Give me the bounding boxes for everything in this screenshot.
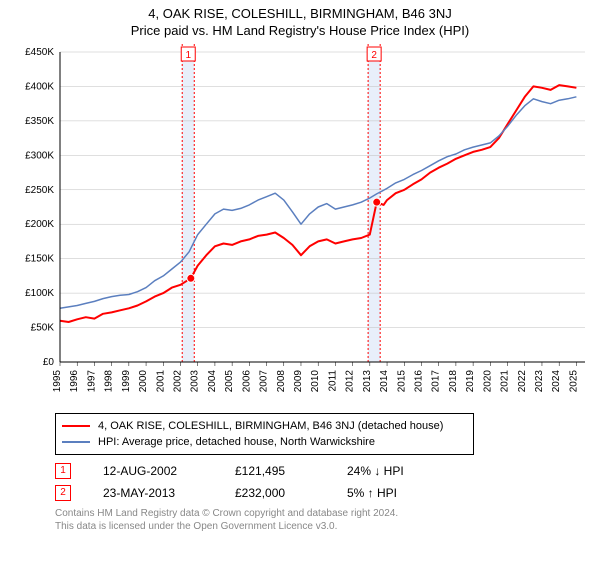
legend-item-property: 4, OAK RISE, COLESHILL, BIRMINGHAM, B46 …	[62, 418, 467, 434]
svg-text:2001: 2001	[155, 370, 166, 393]
svg-text:2018: 2018	[448, 370, 459, 393]
svg-text:2014: 2014	[379, 370, 390, 393]
svg-text:2004: 2004	[207, 370, 218, 393]
svg-text:2022: 2022	[517, 370, 528, 393]
svg-text:2010: 2010	[310, 370, 321, 393]
footer-line-2: This data is licensed under the Open Gov…	[55, 520, 600, 533]
svg-text:2009: 2009	[293, 370, 304, 393]
svg-text:£300K: £300K	[25, 150, 54, 161]
svg-text:£400K: £400K	[25, 81, 54, 92]
svg-text:2016: 2016	[413, 370, 424, 393]
svg-text:2008: 2008	[276, 370, 287, 393]
transaction-marker-icon: 2	[55, 485, 71, 501]
svg-text:1998: 1998	[104, 370, 115, 393]
legend-label-hpi: HPI: Average price, detached house, Nort…	[98, 434, 375, 450]
svg-text:2024: 2024	[551, 370, 562, 393]
svg-text:2006: 2006	[241, 370, 252, 393]
footer-line-1: Contains HM Land Registry data © Crown c…	[55, 507, 600, 520]
svg-text:1999: 1999	[121, 370, 132, 393]
svg-text:2003: 2003	[190, 370, 201, 393]
chart-container: 4, OAK RISE, COLESHILL, BIRMINGHAM, B46 …	[0, 6, 600, 566]
svg-text:2020: 2020	[482, 370, 493, 393]
svg-text:£200K: £200K	[25, 219, 54, 230]
svg-text:£250K: £250K	[25, 185, 54, 196]
svg-text:2025: 2025	[568, 370, 579, 393]
legend-swatch-property	[62, 425, 90, 427]
svg-text:2007: 2007	[259, 370, 270, 393]
svg-text:£150K: £150K	[25, 254, 54, 265]
svg-text:2013: 2013	[362, 370, 373, 393]
title-sub: Price paid vs. HM Land Registry's House …	[0, 23, 600, 38]
title-main: 4, OAK RISE, COLESHILL, BIRMINGHAM, B46 …	[0, 6, 600, 21]
svg-text:2021: 2021	[500, 370, 511, 393]
transaction-row: 2 23-MAY-2013 £232,000 5% ↑ HPI	[55, 485, 600, 501]
transaction-date: 12-AUG-2002	[103, 464, 203, 478]
svg-text:2: 2	[371, 50, 377, 61]
transaction-marker-icon: 1	[55, 463, 71, 479]
svg-text:2011: 2011	[327, 370, 338, 392]
svg-text:1995: 1995	[52, 370, 63, 393]
line-chart-svg: £0 £50K £100K £150K £200K £250K £300K £350K £400…	[5, 42, 595, 407]
svg-text:2000: 2000	[138, 370, 149, 393]
transaction-date: 23-MAY-2013	[103, 486, 203, 500]
svg-text:1996: 1996	[69, 370, 80, 393]
transaction-price: £121,495	[235, 464, 315, 478]
transaction-price: £232,000	[235, 486, 315, 500]
svg-text:£350K: £350K	[25, 116, 54, 127]
svg-text:1: 1	[185, 50, 191, 61]
svg-text:2002: 2002	[172, 370, 183, 393]
transaction-diff: 24% ↓ HPI	[347, 464, 437, 478]
transaction-row: 1 12-AUG-2002 £121,495 24% ↓ HPI	[55, 463, 600, 479]
svg-text:£100K: £100K	[25, 288, 54, 299]
svg-text:2023: 2023	[534, 370, 545, 393]
legend-item-hpi: HPI: Average price, detached house, Nort…	[62, 434, 467, 450]
legend-swatch-hpi	[62, 441, 90, 443]
svg-text:£50K: £50K	[31, 323, 55, 334]
svg-text:£0: £0	[43, 357, 55, 368]
legend: 4, OAK RISE, COLESHILL, BIRMINGHAM, B46 …	[55, 413, 474, 455]
chart-area: £0 £50K £100K £150K £200K £250K £300K £350K £400…	[5, 42, 595, 407]
footer-attribution: Contains HM Land Registry data © Crown c…	[55, 507, 600, 533]
transactions-table: 1 12-AUG-2002 £121,495 24% ↓ HPI 2 23-MA…	[55, 463, 600, 501]
svg-text:2005: 2005	[224, 370, 235, 393]
svg-text:2012: 2012	[345, 370, 356, 393]
svg-text:2015: 2015	[396, 370, 407, 393]
svg-text:£450K: £450K	[25, 47, 54, 58]
svg-text:2017: 2017	[431, 370, 442, 393]
transaction-diff: 5% ↑ HPI	[347, 486, 437, 500]
svg-text:2019: 2019	[465, 370, 476, 393]
svg-text:1997: 1997	[86, 370, 97, 393]
legend-label-property: 4, OAK RISE, COLESHILL, BIRMINGHAM, B46 …	[98, 418, 443, 434]
